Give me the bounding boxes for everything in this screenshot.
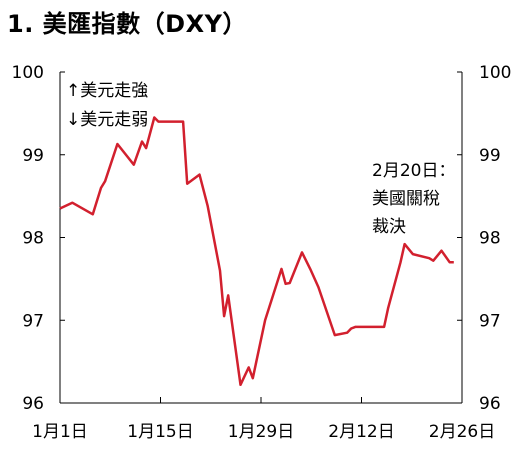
- event-note-date: 2月20日：: [372, 161, 455, 181]
- x-tick-label: 2月26日: [429, 422, 495, 442]
- y-tick-label-left: 97: [22, 311, 44, 331]
- y-tick-label-right: 98: [479, 229, 501, 249]
- x-tick-label: 1月29日: [228, 422, 294, 442]
- x-tick-label: 1月15日: [127, 422, 193, 442]
- legend-down-note: ↓美元走弱: [66, 110, 148, 130]
- chart-title: 1. 美匯指數（DXY）: [7, 10, 247, 38]
- dxy-series-line: [59, 116, 454, 387]
- x-tick-label: 2月12日: [328, 422, 394, 442]
- x-axis-ticks: 1月1日 1月15日 1月29日 2月12日 2月26日: [32, 397, 495, 442]
- event-note-ruling: 裁決: [372, 217, 406, 237]
- y-axis-right-ticks: 96 97 98 99 100: [457, 63, 511, 414]
- y-tick-label-right: 100: [479, 63, 511, 83]
- y-tick-label-right: 97: [479, 311, 501, 331]
- legend-up-note: ↑美元走強: [66, 81, 148, 101]
- y-tick-label-left: 98: [22, 229, 44, 249]
- y-tick-label-left: 100: [12, 63, 44, 83]
- y-tick-label-right: 99: [479, 146, 501, 166]
- y-axis-left-ticks: 96 97 98 99 100: [12, 63, 65, 414]
- event-note-tariff: 美國關稅: [372, 189, 440, 209]
- x-tick-label: 1月1日: [32, 422, 88, 442]
- y-tick-label-right: 96: [479, 394, 501, 414]
- y-tick-label-left: 96: [22, 394, 44, 414]
- y-tick-label-left: 99: [22, 146, 44, 166]
